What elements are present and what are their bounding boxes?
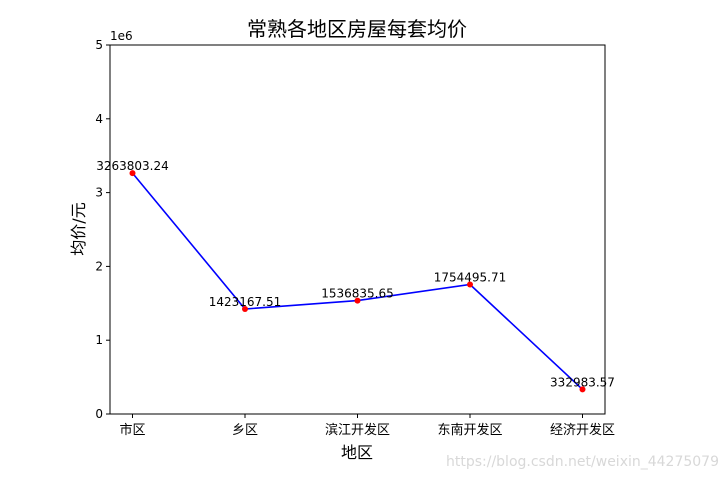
data-point	[242, 305, 248, 312]
x-tick-label: 东南开发区	[437, 422, 502, 438]
x-tick-label: 乡区	[232, 423, 258, 438]
y-tick-label: 3	[95, 186, 103, 200]
data-point	[354, 297, 361, 304]
data-label: 1423167.51	[209, 295, 282, 309]
data-point	[129, 170, 136, 177]
watermark: https://blog.csdn.net/weixin_44275079	[445, 454, 719, 470]
y-tick-label: 1	[95, 333, 103, 347]
data-label: 1536835.65	[321, 287, 394, 301]
plot-area: 0 1 2 3 4 5 市区 乡区 滨江开发区 东南开发区 经济开发区 3263803.24 14231…	[95, 38, 615, 438]
y-offset-text: 1e6	[110, 29, 133, 43]
data-point	[467, 281, 473, 288]
y-tick-label: 4	[95, 112, 103, 126]
data-label: 1754495.71	[434, 271, 507, 285]
y-tick-label: 5	[95, 38, 103, 52]
y-axis-label: 均价/元	[69, 202, 88, 255]
data-point	[579, 386, 586, 393]
x-tick-label: 市区	[119, 422, 145, 438]
x-axis-label: 地区	[341, 443, 373, 462]
y-tick-label: 2	[95, 259, 103, 273]
x-tick-label: 滨江开发区	[325, 422, 390, 438]
chart-title: 常熟各地区房屋每套均价	[247, 17, 467, 41]
y-tick-label: 0	[95, 407, 103, 421]
x-tick-label: 经济开发区	[550, 422, 615, 438]
data-label: 3263803.24	[96, 159, 169, 173]
data-label: 332983.57	[550, 375, 615, 389]
